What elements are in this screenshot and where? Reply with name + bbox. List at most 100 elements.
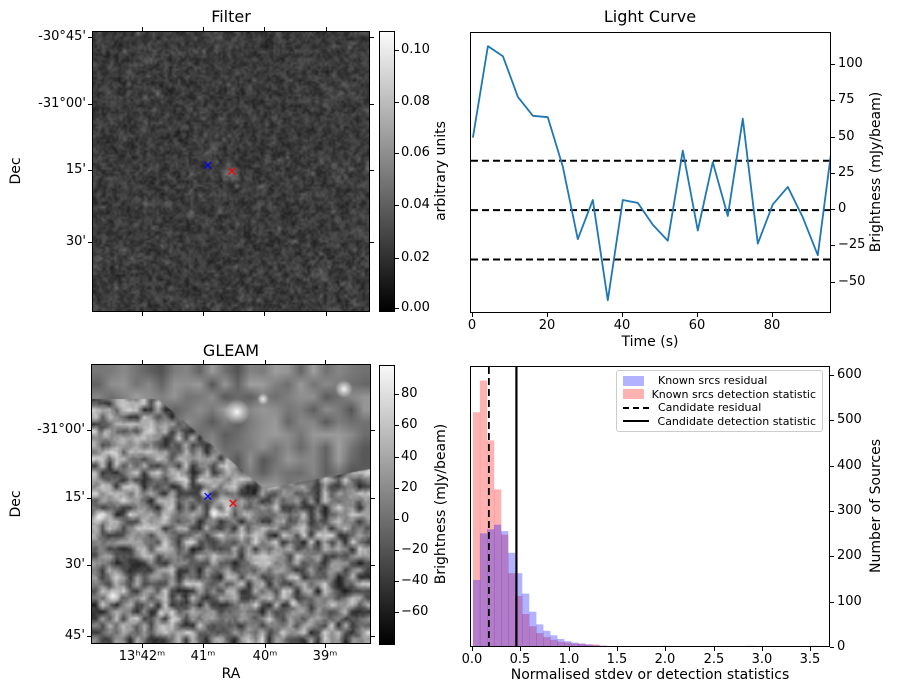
gleam-bottom-tick [203, 644, 204, 648]
lc-xtick [547, 313, 548, 317]
solid-line-icon [623, 420, 651, 423]
legend-row: Candidate residual [623, 401, 816, 414]
lc-ytick-label: 50 [838, 129, 855, 144]
lc-xtick-label: 80 [763, 318, 781, 333]
colorbar-tick-label: 80 [401, 386, 418, 401]
gleam-xtick-label: 39ᵐ [312, 649, 338, 664]
hist-xtick [569, 647, 570, 651]
hist-ytick [830, 466, 834, 467]
filter-right-tick [370, 242, 374, 243]
hist-ytick-label: 0 [837, 639, 846, 654]
colorbar-tick [395, 425, 399, 426]
gleam-colorbar [379, 365, 395, 645]
hist-bar [571, 643, 579, 646]
hist-bar [529, 626, 537, 646]
blue-patch-icon [623, 375, 651, 386]
hist-bar [515, 573, 523, 646]
colorbar-tick [395, 612, 399, 613]
hist-ytick [830, 511, 834, 512]
filter-title: Filter [211, 7, 251, 26]
hist-ytick [830, 420, 834, 421]
legend-label: Candidate residual [658, 401, 762, 415]
gleam-xtick-label: 40ᵐ [252, 649, 278, 664]
hist-bar [564, 641, 572, 646]
hist-bar [494, 489, 502, 646]
lc-ytick-label: −50 [838, 274, 866, 289]
gleam-left-tick [87, 636, 91, 637]
hist-bar [508, 573, 516, 646]
filter-bottom-tick [142, 312, 143, 316]
hist-bar [479, 380, 488, 646]
hist-bar [536, 624, 544, 646]
colorbar-tick-label: 0.10 [401, 42, 430, 57]
hist-bar [543, 630, 551, 646]
hist-bar [585, 644, 593, 646]
colorbar-tick-label: 0.04 [401, 197, 430, 212]
filter-bottom-tick [326, 312, 327, 316]
light-curve-title: Light Curve [603, 7, 697, 26]
filter-right-tick [370, 104, 374, 105]
filter-bottom-tick [203, 312, 204, 316]
lc-ytick-label: 25 [838, 165, 855, 180]
gleam-right-tick [371, 636, 375, 637]
hist-ytick [830, 647, 834, 648]
gleam-left-tick [87, 498, 91, 499]
filter-top-tick [142, 27, 143, 31]
hist-xtick [665, 647, 666, 651]
colorbar-tick [395, 205, 399, 206]
colorbar-tick-label: 0.00 [401, 300, 430, 315]
hist-xtick-label: 1.0 [558, 652, 580, 667]
filter-ytick-label: 30' [65, 234, 86, 249]
red-x-marker: ✕ [226, 165, 238, 181]
colorbar-tick-label: −20 [401, 542, 429, 557]
hist-bar [515, 595, 523, 646]
hist-xtick [714, 647, 715, 651]
hist-xtick-label: 1.5 [606, 652, 628, 667]
colorbar-tick-label: −40 [401, 573, 429, 588]
blue-x-marker: ✕ [202, 490, 214, 506]
lc-ytick [831, 209, 835, 210]
lc-ytick-label: 100 [838, 56, 863, 71]
hist-ytick-label: 300 [837, 503, 862, 518]
hist-ytick-label: 100 [837, 594, 862, 609]
legend-row: Known srcs residual [623, 374, 816, 387]
legend-row: Known srcs detection statistic [623, 388, 816, 401]
hist-bar [578, 643, 586, 646]
colorbar-tick [395, 457, 399, 458]
colorbar-tick [395, 550, 399, 551]
gleam-left-tick [87, 430, 91, 431]
colorbar-tick [395, 308, 399, 309]
filter-ytick-label: -30°45' [38, 29, 86, 44]
hist-bar [494, 524, 502, 646]
hist-bar [592, 645, 600, 646]
filter-noise-image [93, 32, 369, 311]
hist-bar [501, 534, 509, 646]
lc-xtick-label: 20 [538, 318, 556, 333]
hist-bar [564, 642, 572, 646]
lc-xtick-label: 40 [613, 318, 631, 333]
colorbar-tick [395, 102, 399, 103]
colorbar-tick-label: 0.08 [401, 94, 430, 109]
ra-axis-label: RA [221, 666, 241, 682]
hist-xtick [762, 647, 763, 651]
gleam-left-tick [87, 565, 91, 566]
lc-xtick-label: 60 [688, 318, 706, 333]
filter-image-panel: ✕ ✕ [92, 31, 370, 312]
hist-bar [472, 412, 481, 646]
hist-bar [529, 611, 537, 646]
lc-xtick-label: 0 [467, 318, 477, 333]
red-x-marker: ✕ [227, 497, 239, 513]
filter-left-tick [88, 170, 92, 171]
brightness-axis-label: Brightness (mJy/beam) [868, 91, 884, 253]
gleam-bottom-tick [142, 644, 143, 648]
hist-bar [522, 614, 530, 646]
lc-ytick-label: 75 [838, 92, 855, 107]
lc-ytick-label: 0 [838, 201, 847, 216]
gleam-ytick-label: 15' [64, 490, 85, 505]
lc-ytick [831, 100, 835, 101]
filter-top-tick [326, 27, 327, 31]
hist-bar [592, 644, 600, 646]
filter-left-tick [88, 104, 92, 105]
filter-left-tick [88, 242, 92, 243]
